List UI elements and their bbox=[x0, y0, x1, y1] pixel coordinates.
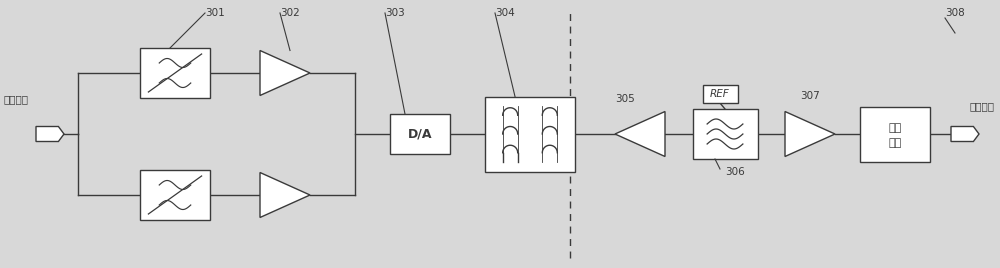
Polygon shape bbox=[36, 126, 64, 142]
Text: 判决: 判决 bbox=[888, 138, 902, 148]
Text: 305: 305 bbox=[615, 94, 635, 104]
Polygon shape bbox=[785, 111, 835, 157]
Bar bbox=[390, 114, 450, 154]
Text: 发送数据: 发送数据 bbox=[3, 94, 28, 104]
Text: 308: 308 bbox=[945, 8, 965, 18]
Text: 304: 304 bbox=[495, 8, 515, 18]
Text: 307: 307 bbox=[800, 91, 820, 101]
Text: 抽样: 抽样 bbox=[888, 123, 902, 133]
Polygon shape bbox=[951, 126, 979, 142]
Bar bbox=[140, 170, 210, 220]
Text: 306: 306 bbox=[725, 167, 745, 177]
Text: 301: 301 bbox=[205, 8, 225, 18]
Text: 302: 302 bbox=[280, 8, 300, 18]
Polygon shape bbox=[260, 173, 310, 218]
Text: 303: 303 bbox=[385, 8, 405, 18]
Bar bbox=[485, 96, 575, 172]
Bar bbox=[702, 85, 738, 103]
Bar bbox=[692, 109, 758, 159]
Bar bbox=[860, 106, 930, 162]
Text: 接收数据: 接收数据 bbox=[970, 101, 995, 111]
Polygon shape bbox=[615, 111, 665, 157]
Polygon shape bbox=[260, 50, 310, 95]
Bar bbox=[140, 48, 210, 98]
Text: REF: REF bbox=[710, 89, 730, 99]
Text: D/A: D/A bbox=[408, 128, 432, 140]
